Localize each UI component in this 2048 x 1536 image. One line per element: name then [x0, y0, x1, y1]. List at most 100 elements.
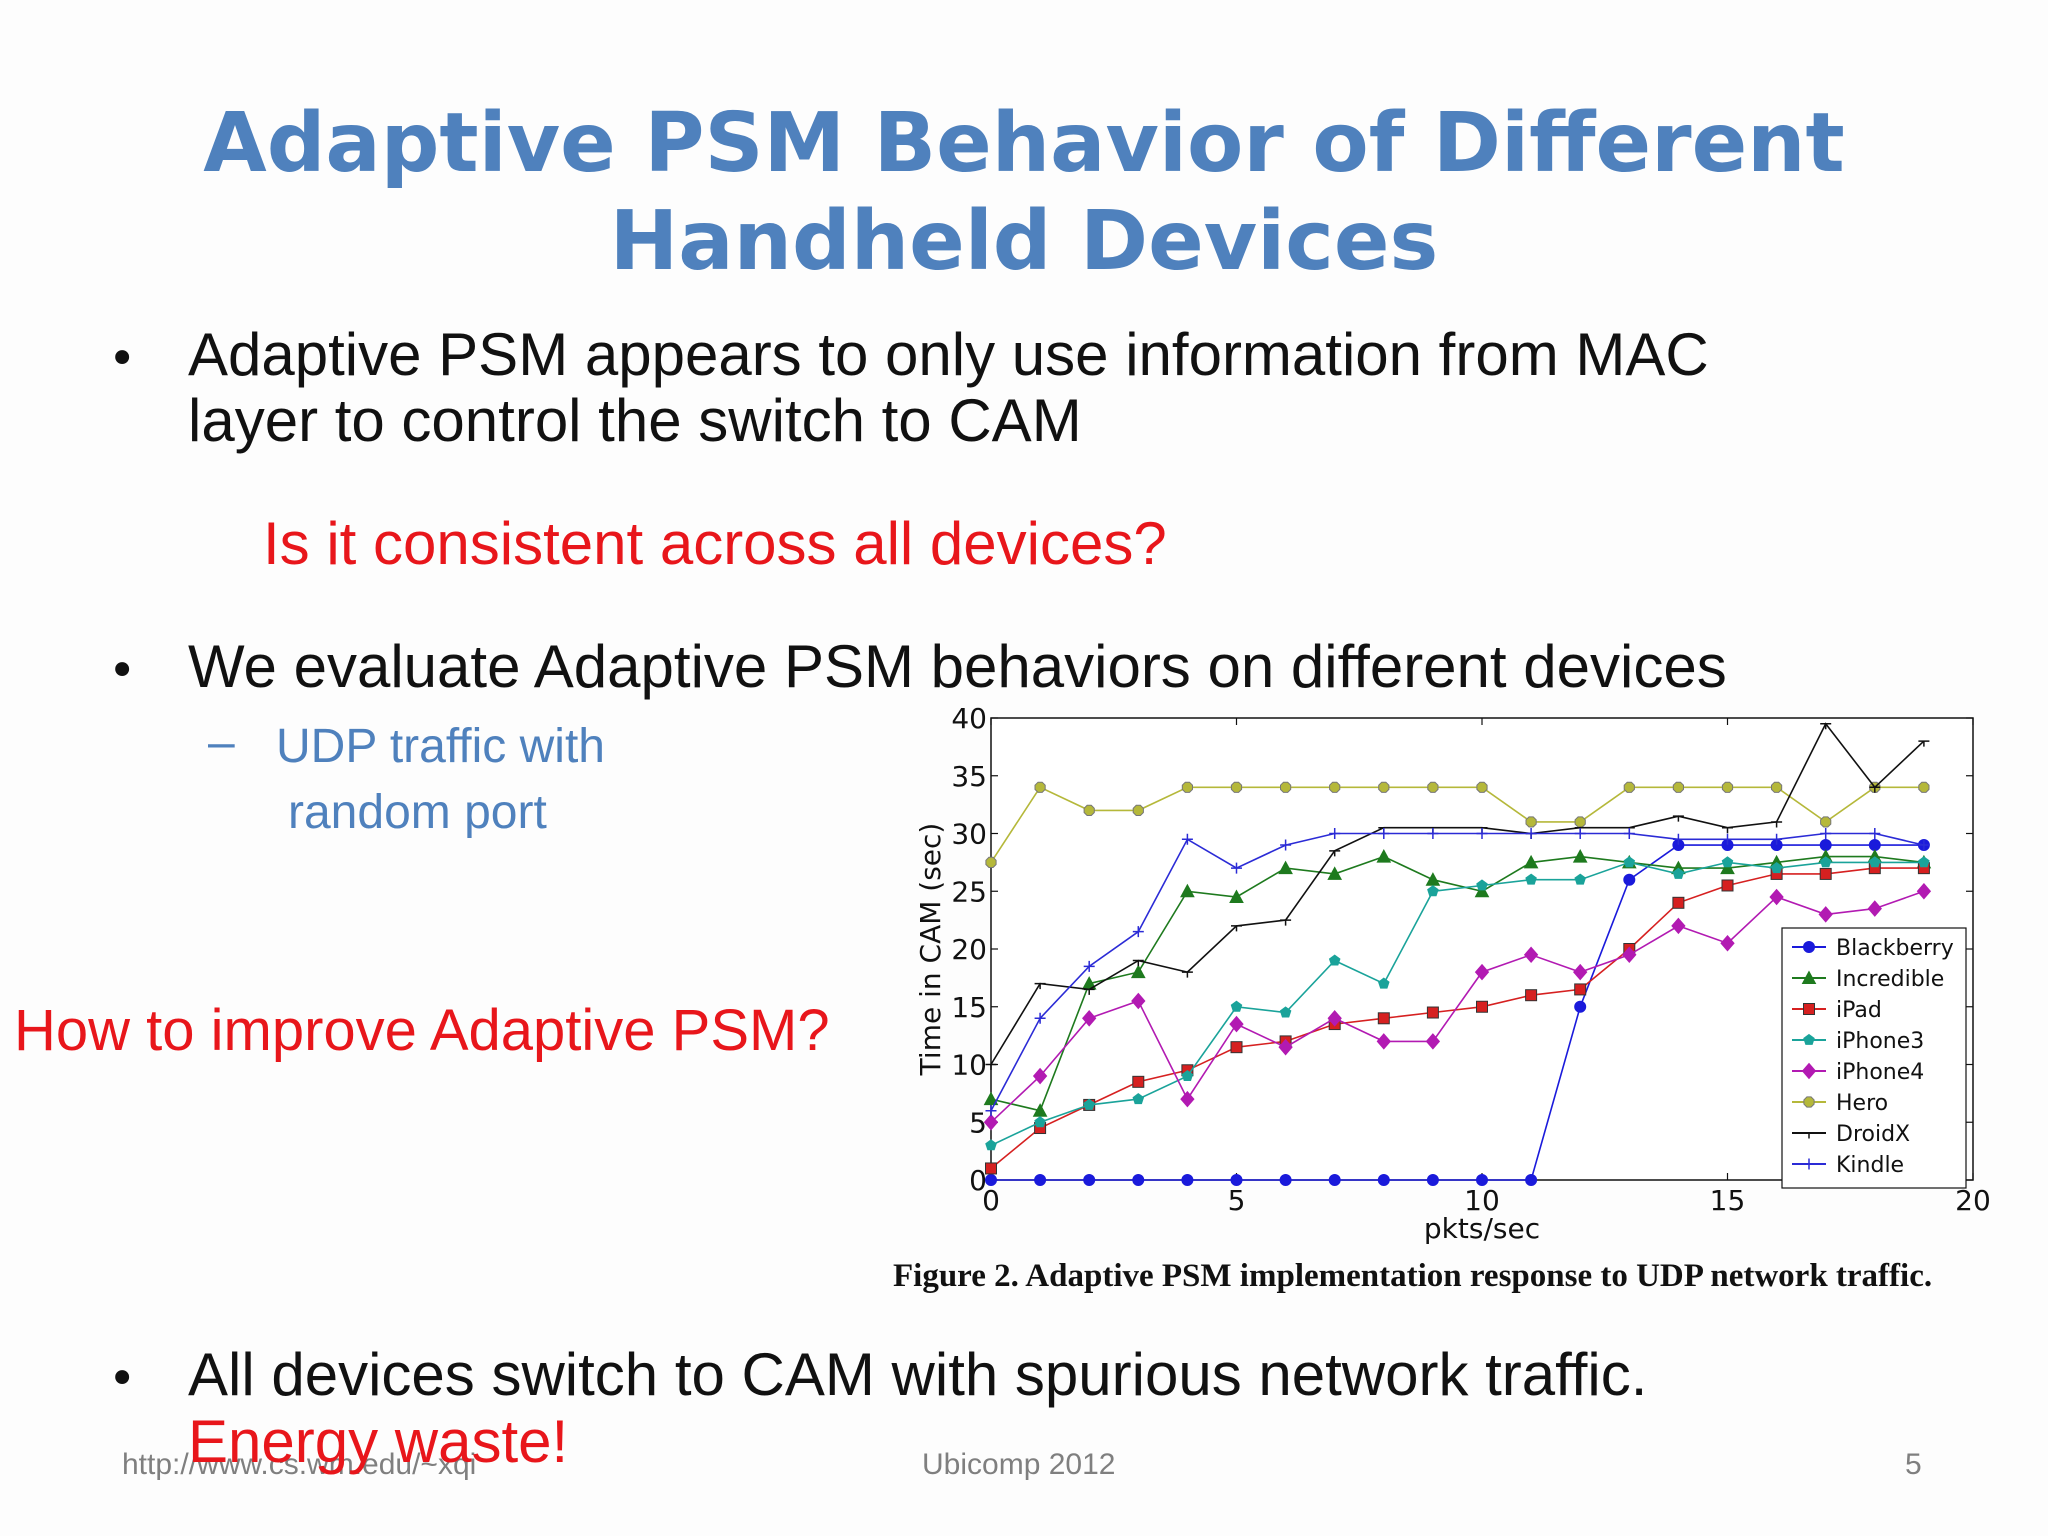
legend-label: Incredible — [1836, 967, 1944, 992]
data-point — [1574, 873, 1586, 885]
sub-bullet-line-2: random port — [288, 786, 547, 839]
data-point — [985, 856, 997, 868]
data-point — [1231, 925, 1242, 932]
data-point — [1426, 1006, 1439, 1019]
series-line — [990, 832, 1925, 1112]
data-point — [1672, 815, 1684, 822]
data-point — [1230, 1174, 1243, 1186]
title-line-2: Handheld Devices — [609, 194, 1439, 289]
data-point — [1181, 781, 1193, 793]
data-point — [1279, 1006, 1292, 1018]
data-point — [1329, 781, 1341, 793]
legend-swatch-marker — [1803, 1033, 1815, 1045]
data-point — [1181, 1069, 1194, 1081]
question-consistency: Is it consistent across all devices? — [263, 510, 1167, 577]
data-point — [1623, 856, 1636, 868]
legend-label: Kindle — [1836, 1153, 1904, 1178]
data-point — [1818, 906, 1833, 923]
data-point — [1278, 860, 1293, 875]
data-point — [1181, 833, 1193, 845]
data-point — [1132, 959, 1144, 967]
data-point — [1132, 804, 1144, 816]
data-point — [1819, 856, 1832, 868]
data-point — [1131, 992, 1146, 1010]
data-point — [1523, 946, 1539, 964]
data-point — [1918, 839, 1930, 851]
data-point — [1771, 781, 1783, 793]
data-point — [1722, 833, 1733, 845]
data-point — [985, 1174, 997, 1186]
data-point — [1869, 828, 1881, 839]
data-point — [1083, 1098, 1095, 1110]
data-point — [1083, 960, 1095, 972]
x-tick-label: 5 — [1228, 1184, 1246, 1217]
bullet-1-line-2: layer to control the switch to CAM — [188, 387, 1082, 454]
x-tick-label: 20 — [1955, 1184, 1991, 1217]
data-point — [985, 1139, 997, 1151]
series-line — [991, 844, 1924, 1181]
legend-item: iPhone3 — [1792, 1029, 1924, 1054]
data-point — [1671, 917, 1686, 935]
data-point — [1229, 1015, 1244, 1033]
legend: Blackberry Incredible iPad iPhone3 iPhone4 He… — [1781, 927, 1967, 1189]
data-point — [1672, 833, 1684, 845]
series-line — [990, 722, 1925, 1065]
legend-swatch-marker — [1801, 1062, 1817, 1080]
data-point — [1378, 977, 1390, 989]
data-point — [1721, 856, 1734, 868]
data-point — [1622, 946, 1637, 964]
data-point — [1229, 889, 1244, 904]
data-point — [983, 1113, 999, 1131]
data-point — [1083, 804, 1095, 816]
data-point — [1132, 1174, 1145, 1186]
data-point — [1820, 828, 1832, 839]
legend-item: Blackberry — [1792, 936, 1954, 961]
data-point — [1376, 849, 1392, 863]
data-point — [1916, 882, 1932, 900]
data-point — [1230, 781, 1243, 793]
data-point — [1034, 1174, 1047, 1186]
series-droidx — [985, 722, 1930, 1070]
data-point — [1280, 839, 1292, 851]
data-point — [1083, 1174, 1096, 1186]
data-point — [1180, 883, 1195, 898]
data-point — [1476, 828, 1488, 839]
slide-title: Adaptive PSM Behavior of Different Handh… — [0, 95, 2048, 291]
data-point — [985, 1105, 997, 1117]
bullet-2: We evaluate Adaptive PSM behaviors on di… — [188, 633, 1727, 700]
data-point — [1474, 963, 1490, 981]
data-point — [1329, 828, 1341, 839]
bullet-marker: • — [108, 643, 137, 699]
data-point — [1574, 828, 1586, 839]
data-point — [1476, 1000, 1488, 1013]
energy-waste-note: Energy waste! — [188, 1408, 569, 1475]
data-point — [1525, 989, 1538, 1002]
data-point — [1181, 1174, 1194, 1186]
question-improve: How to improve Adaptive PSM? — [14, 998, 830, 1063]
data-point — [1721, 879, 1734, 892]
data-point — [1869, 786, 1881, 793]
data-point — [1230, 1041, 1243, 1054]
data-point — [1771, 821, 1783, 828]
data-point — [1819, 867, 1832, 880]
data-point — [1279, 1174, 1292, 1186]
bullet-marker: • — [108, 331, 137, 387]
data-point — [1770, 861, 1783, 874]
bullet-1: Adaptive PSM appears to only use informa… — [188, 322, 1709, 454]
footer-page-number: 5 — [1905, 1448, 1922, 1481]
data-point — [1572, 849, 1588, 863]
data-point — [1132, 926, 1144, 938]
legend-swatch-marker — [1803, 1096, 1815, 1108]
series-incredible — [983, 849, 1932, 1117]
data-point — [1130, 964, 1146, 979]
data-point — [1181, 971, 1193, 978]
data-point — [1034, 982, 1046, 990]
data-point — [1230, 1000, 1243, 1012]
data-point — [1918, 856, 1930, 868]
legend-box — [1781, 927, 1967, 1189]
data-point — [1721, 781, 1734, 793]
y-tick-label: 20 — [951, 933, 987, 966]
data-point — [1328, 954, 1341, 966]
legend-item: Kindle — [1792, 1153, 1904, 1178]
data-point — [1328, 1174, 1341, 1186]
